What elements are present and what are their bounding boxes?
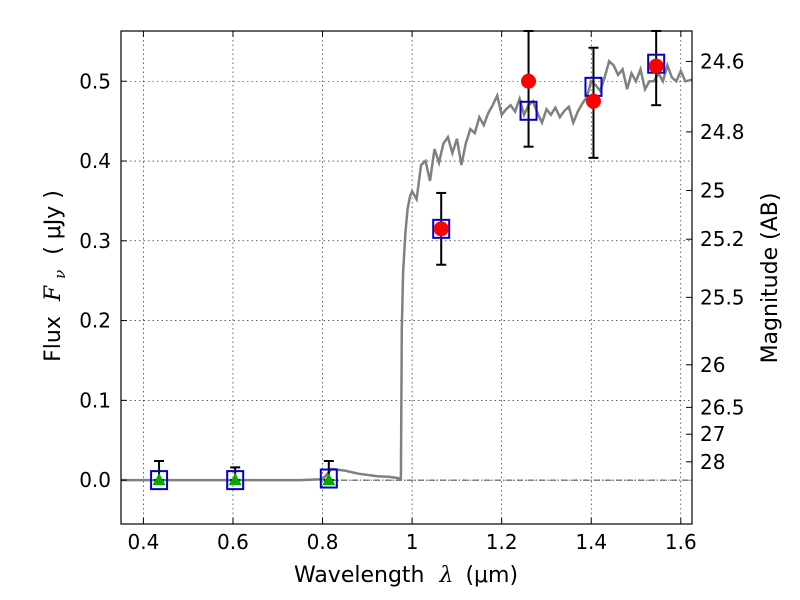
y-axis-label: Flux F ν ( μJy ) (41, 190, 71, 362)
x-label-prefix: Wavelength (294, 563, 425, 588)
x-tick-label: 1 (406, 530, 419, 554)
triangle-marker (228, 473, 242, 486)
grid-lines (121, 31, 692, 524)
y-tick-label: 0.3 (79, 229, 111, 253)
circle-marker (585, 93, 601, 109)
x-tick-label: 0.6 (217, 530, 249, 554)
triangle-marker (322, 473, 336, 486)
square-marker (226, 470, 245, 491)
plot-frame (120, 30, 693, 525)
right-axis-label: Magnitude (AB) (758, 193, 783, 364)
y-tick-label: 0.5 (79, 69, 111, 93)
circle-marker (648, 58, 664, 74)
circle-marker (433, 221, 449, 237)
axis-ticks (121, 31, 692, 524)
data-markers (150, 53, 666, 491)
y-label-prefix: Flux (41, 316, 66, 362)
y-tick-label: 0.1 (79, 388, 111, 412)
y-tick-label: 0.2 (79, 309, 111, 333)
x-tick-label: 1.6 (665, 530, 697, 554)
square-marker (150, 470, 169, 491)
model-spectrum-line (121, 59, 693, 482)
square-marker (519, 100, 538, 121)
right-tick-label: 26.5 (700, 395, 745, 419)
x-tick-label: 0.4 (127, 530, 159, 554)
x-label-symbol: λ (438, 563, 453, 588)
y-label-symbol: F (41, 285, 66, 302)
y-tick-label: 0.4 (79, 149, 111, 173)
x-tick-label: 0.8 (307, 530, 339, 554)
right-tick-label: 26 (700, 353, 725, 377)
square-marker (432, 218, 451, 239)
right-tick-label: 24.8 (700, 120, 745, 144)
x-label-unit: (μm) (465, 563, 518, 588)
right-tick-label: 25.5 (700, 285, 745, 309)
y-label-unit: ( μJy ) (41, 190, 66, 255)
y-label-subscript: ν (51, 270, 69, 279)
right-tick-label: 28 (700, 450, 725, 474)
x-axis-label: Wavelength λ (μm) (294, 563, 518, 588)
square-marker (319, 468, 338, 489)
right-tick-label: 27 (700, 422, 725, 446)
right-tick-label: 25.2 (700, 227, 745, 251)
right-tick-label: 25 (700, 178, 725, 202)
x-tick-label: 1.2 (486, 530, 518, 554)
x-tick-label: 1.4 (575, 530, 607, 554)
tick-labels: 0.4 0.6 0.8 1 1.2 1.4 1.6 0.0 0.1 0.2 0.3 0.4 0.5 24.… (79, 49, 744, 554)
circle-marker (521, 73, 537, 89)
y-tick-label: 0.0 (79, 468, 111, 492)
right-tick-label: 24.6 (700, 49, 745, 73)
triangle-marker (152, 473, 166, 486)
